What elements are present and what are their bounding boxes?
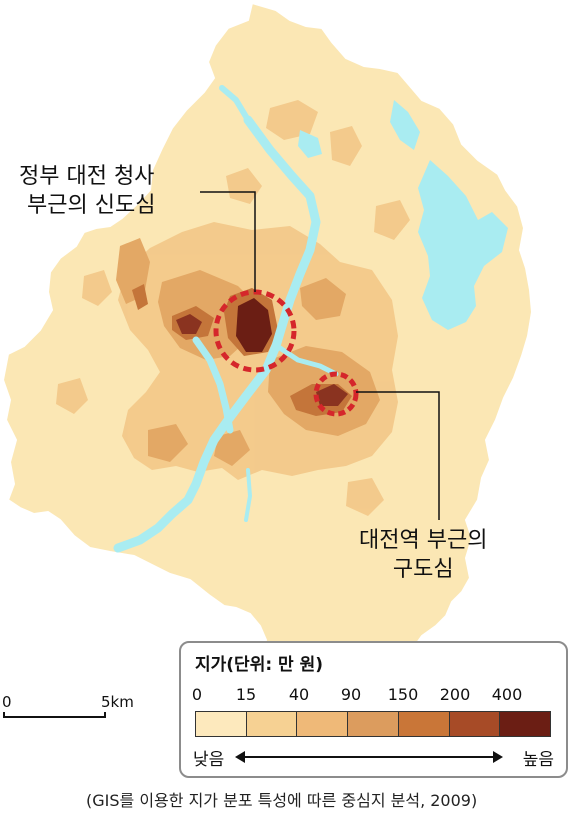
old-center-label-line2: 구도심 — [392, 557, 454, 582]
legend-title: 지가(단위: 만 원) — [195, 655, 324, 675]
scale-five-label: 5km — [101, 693, 134, 711]
legend: 지가(단위: 만 원) 0 15 40 90 150 200 400 낮음 높음 — [179, 641, 568, 778]
legend-color-cell — [297, 712, 349, 736]
legend-color-cell — [196, 712, 247, 736]
old-center-label-line1: 대전역 부근의 — [359, 528, 488, 553]
legend-color-cell — [500, 712, 551, 736]
legend-tick: 15 — [235, 685, 257, 704]
double-arrow-icon — [235, 751, 503, 763]
legend-color-ramp — [195, 711, 551, 737]
legend-low-label: 낮음 — [193, 750, 225, 770]
legend-tick: 0 — [191, 685, 203, 704]
legend-tick: 150 — [387, 685, 419, 704]
new-center-leader — [200, 191, 256, 292]
legend-tick: 90 — [340, 685, 362, 704]
old-center-circle — [313, 371, 359, 417]
scale-zero-label: 0 — [2, 693, 12, 711]
new-center-label-line1: 정부 대전 청사 — [19, 164, 155, 189]
price-zones-top — [176, 298, 348, 406]
old-center-label: 대전역 부근의 구도심 — [359, 526, 487, 584]
old-center-leader — [356, 391, 440, 520]
legend-tick: 40 — [288, 685, 310, 704]
legend-tick: 400 — [491, 685, 523, 704]
legend-color-cell — [449, 712, 501, 736]
source-caption: (GIS를 이용한 지가 분포 특성에 따른 중심지 분석, 2009) — [86, 791, 478, 810]
scale-bar — [3, 712, 106, 718]
new-center-label-line2: 부근의 신도심 — [27, 193, 156, 218]
lake — [298, 100, 508, 330]
legend-high-label: 높음 — [522, 750, 554, 770]
legend-color-cell — [398, 712, 450, 736]
legend-color-cell — [348, 712, 399, 736]
legend-tick: 200 — [439, 685, 471, 704]
water-bodies — [113, 85, 339, 553]
legend-color-cell — [246, 712, 298, 736]
new-center-label: 정부 대전 청사 부근의 신도심 — [19, 162, 155, 220]
